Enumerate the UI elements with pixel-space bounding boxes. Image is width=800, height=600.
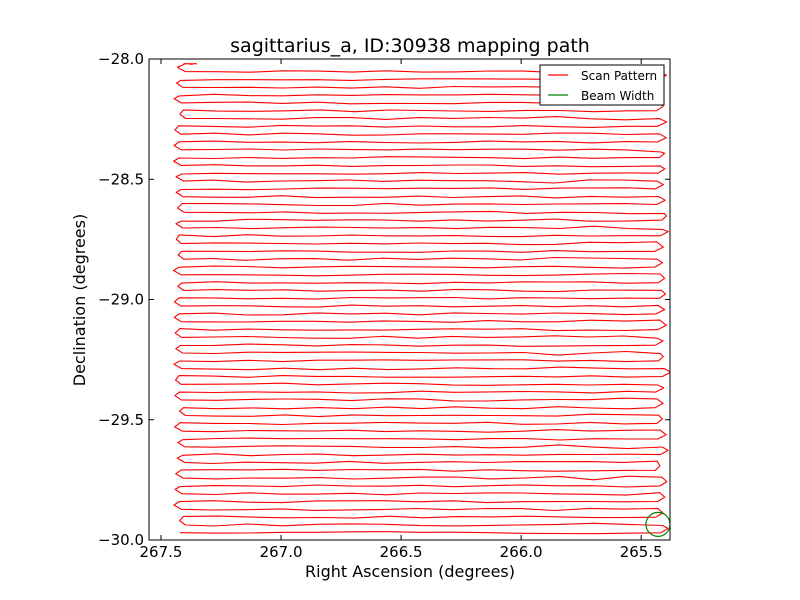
x-tick-label: 265.5 (620, 543, 663, 561)
scan-pattern-line (173, 62, 670, 535)
y-tick-label: −28.5 (98, 170, 144, 188)
legend-label-beam-width: Beam Width (581, 89, 654, 103)
y-axis-label: Declination (degrees) (70, 214, 89, 386)
x-tick-label: 267.0 (260, 543, 303, 561)
legend-label-scan-pattern: Scan Pattern (581, 69, 657, 83)
beam-width-circle (645, 511, 670, 537)
data-layer (173, 62, 670, 537)
y-axis: −28.0 −28.5 −29.0 −29.5 −30.0 (98, 50, 670, 549)
y-tick-label: −29.0 (98, 291, 144, 309)
x-tick-label: 267.5 (140, 543, 183, 561)
chart-title: sagittarius_a, ID:30938 mapping path (230, 35, 590, 57)
y-tick-label: −29.5 (98, 411, 144, 429)
plot-background (149, 59, 670, 540)
legend-box (539, 64, 665, 106)
y-tick-label: −28.0 (98, 50, 144, 68)
x-tick-label: 266.0 (500, 543, 543, 561)
y-tick-label: −30.0 (98, 531, 144, 549)
x-axis: 267.5 267.0 266.5 266.0 265.5 (140, 59, 663, 561)
legend: Scan Pattern Beam Width (539, 64, 665, 106)
x-tick-label: 266.5 (380, 543, 423, 561)
x-axis-label: Right Ascension (degrees) (305, 562, 515, 581)
plot-area (148, 58, 671, 541)
